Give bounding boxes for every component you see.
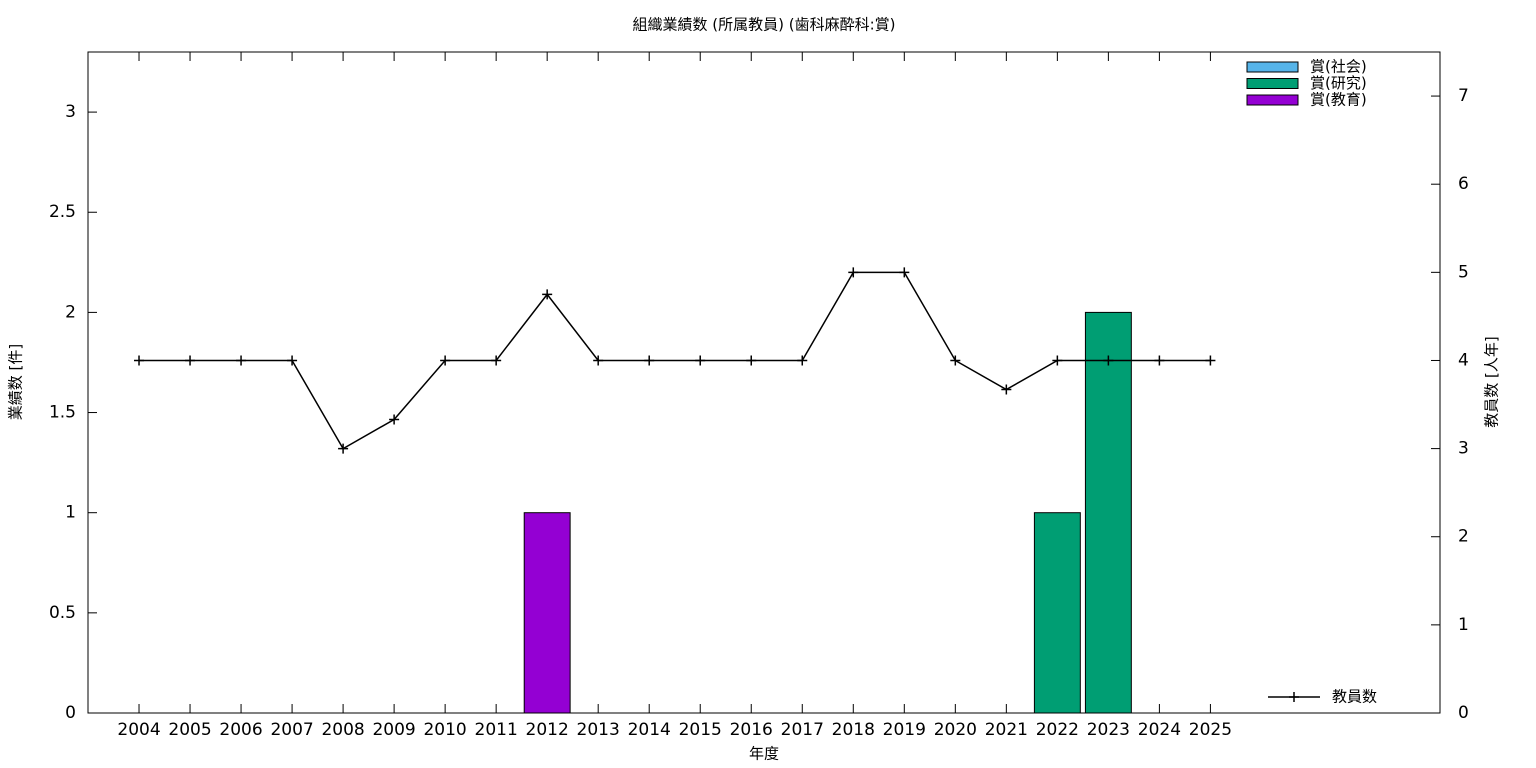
legend-label: 教員数 — [1332, 688, 1377, 706]
x-tick-label: 2008 — [321, 720, 364, 740]
point — [1001, 384, 1012, 395]
x-tick-label: 2005 — [168, 720, 211, 740]
point — [899, 267, 910, 278]
y-tick-label: 2 — [65, 302, 76, 322]
x-tick-label: 2007 — [270, 720, 313, 740]
point — [440, 355, 451, 366]
x-tick-label: 2014 — [628, 720, 671, 740]
x-tick-label: 2018 — [832, 720, 875, 740]
x-tick-label: 2024 — [1138, 720, 1181, 740]
point — [338, 443, 349, 454]
point — [1205, 355, 1216, 366]
y-tick-label: 0 — [65, 703, 76, 723]
x-tick-label: 2022 — [1036, 720, 1079, 740]
bar — [1033, 512, 1081, 714]
legend-label: 賞(社会) — [1310, 58, 1367, 76]
legend-label: 賞(教育) — [1310, 91, 1367, 109]
x-tick-label: 2016 — [730, 720, 773, 740]
y2-axis-label: 教員数 [人年] — [1483, 336, 1501, 427]
legend-label: 賞(研究) — [1310, 74, 1367, 92]
y2-tick-label: 0 — [1458, 703, 1469, 723]
y-tick-label: 3 — [65, 102, 76, 122]
x-tick-label: 2019 — [883, 720, 926, 740]
x-tick-label: 2017 — [781, 720, 824, 740]
bar — [1084, 311, 1132, 714]
x-tick-label: 2013 — [577, 720, 620, 740]
point — [950, 355, 961, 366]
x-tick-label: 2021 — [985, 720, 1028, 740]
x-tick-label: 2025 — [1189, 720, 1232, 740]
y2-tick-label: 7 — [1458, 86, 1469, 106]
point — [491, 355, 502, 366]
y2-tick-label: 1 — [1458, 615, 1469, 635]
x-tick-label: 2023 — [1087, 720, 1130, 740]
point — [695, 355, 706, 366]
line — [139, 271, 1211, 450]
bar — [523, 512, 571, 714]
y-tick-label: 2.5 — [49, 202, 76, 222]
legend-point — [1289, 692, 1299, 702]
point — [134, 355, 145, 366]
point — [185, 355, 196, 366]
y2-tick-label: 6 — [1458, 174, 1469, 194]
x-tick-label: 2011 — [475, 720, 518, 740]
x-tick-label: 2012 — [526, 720, 569, 740]
point — [746, 355, 757, 366]
y2-tick-label: 5 — [1458, 262, 1469, 282]
y2-tick-label: 4 — [1458, 350, 1469, 370]
x-axis-label: 年度 — [749, 745, 779, 763]
y2-tick-label: 3 — [1458, 439, 1469, 459]
y2-tick-label: 2 — [1458, 527, 1469, 547]
point — [644, 355, 655, 366]
point — [848, 267, 859, 278]
point — [593, 355, 604, 366]
x-tick-label: 2015 — [679, 720, 722, 740]
y-tick-label: 0.5 — [49, 603, 76, 623]
plot-border — [87, 51, 1441, 714]
point — [542, 289, 553, 300]
y-axis-label: 業績数 [件] — [7, 344, 25, 420]
x-tick-label: 2009 — [372, 720, 415, 740]
point — [389, 414, 400, 425]
y-tick-label: 1 — [65, 503, 76, 523]
point — [1052, 355, 1063, 366]
x-tick-label: 2010 — [423, 720, 466, 740]
point — [287, 355, 298, 366]
x-tick-label: 2004 — [117, 720, 160, 740]
point — [1103, 355, 1114, 366]
y-tick-label: 1.5 — [49, 403, 76, 423]
x-tick-label: 2006 — [219, 720, 262, 740]
point — [236, 355, 247, 366]
x-tick-label: 2020 — [934, 720, 977, 740]
point — [797, 355, 808, 366]
legend-swatch — [1246, 61, 1299, 73]
legend-swatch — [1246, 78, 1299, 89]
legend-swatch — [1246, 94, 1299, 106]
chart-title: 組織業績数 (所属教員) (歯科麻酔科:賞) — [633, 16, 896, 34]
point — [1154, 355, 1165, 366]
